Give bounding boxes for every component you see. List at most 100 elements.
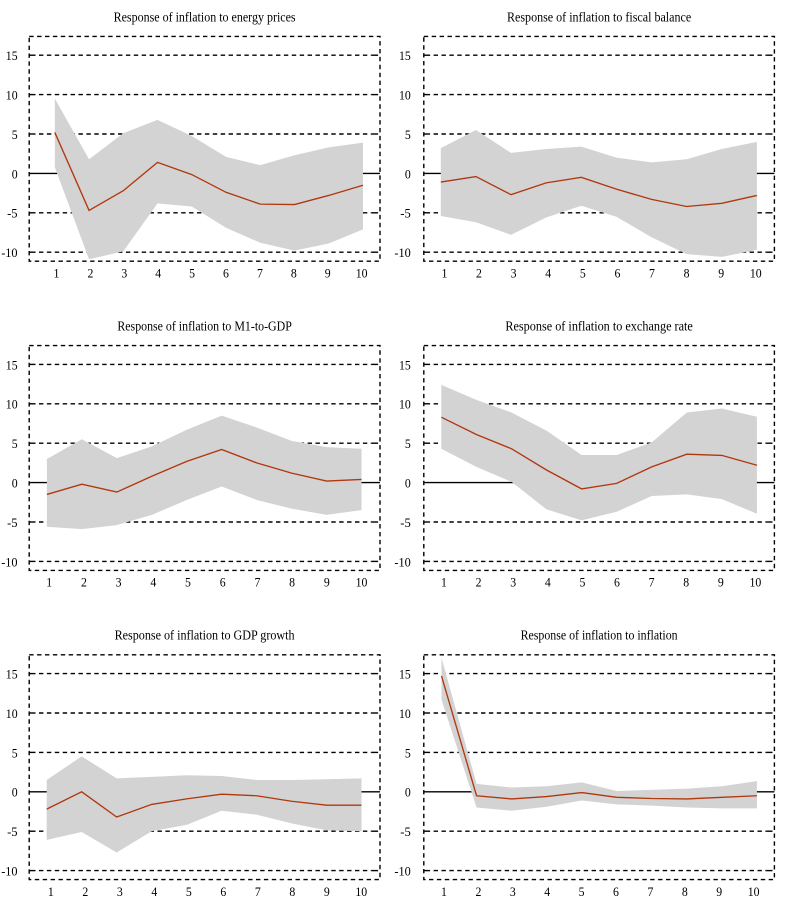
svg-text:10: 10 xyxy=(356,575,368,590)
svg-text:15: 15 xyxy=(6,667,18,682)
svg-text:-5: -5 xyxy=(7,206,18,221)
svg-text:0: 0 xyxy=(12,476,18,491)
svg-text:-5: -5 xyxy=(7,515,18,530)
svg-text:-10: -10 xyxy=(1,864,17,879)
svg-text:6: 6 xyxy=(614,265,620,280)
svg-text:10: 10 xyxy=(750,575,762,590)
svg-text:4: 4 xyxy=(150,575,156,590)
svg-text:2: 2 xyxy=(87,265,93,280)
svg-text:8: 8 xyxy=(682,884,688,899)
svg-text:15: 15 xyxy=(6,357,18,372)
svg-text:5: 5 xyxy=(186,884,192,899)
svg-text:2: 2 xyxy=(475,884,481,899)
svg-text:4: 4 xyxy=(151,884,157,899)
svg-text:10: 10 xyxy=(6,88,18,103)
svg-text:4: 4 xyxy=(545,265,551,280)
svg-text:0: 0 xyxy=(405,476,411,491)
svg-text:10: 10 xyxy=(399,706,411,721)
svg-text:8: 8 xyxy=(683,575,689,590)
svg-text:Response of inflation to fisca: Response of inflation to fiscal balance xyxy=(507,9,691,24)
svg-text:5: 5 xyxy=(579,575,585,590)
svg-text:1: 1 xyxy=(54,265,60,280)
svg-text:-10: -10 xyxy=(1,554,17,569)
svg-text:9: 9 xyxy=(324,575,330,590)
svg-text:9: 9 xyxy=(718,265,724,280)
svg-text:5: 5 xyxy=(580,265,586,280)
svg-text:3: 3 xyxy=(121,265,127,280)
svg-text:10: 10 xyxy=(399,397,411,412)
svg-text:9: 9 xyxy=(325,265,331,280)
svg-text:3: 3 xyxy=(510,575,516,590)
svg-text:1: 1 xyxy=(441,265,447,280)
svg-text:5: 5 xyxy=(189,265,195,280)
svg-text:10: 10 xyxy=(750,265,762,280)
svg-text:-10: -10 xyxy=(394,245,410,260)
svg-text:10: 10 xyxy=(6,397,18,412)
svg-text:7: 7 xyxy=(255,884,261,899)
svg-text:5: 5 xyxy=(405,127,411,142)
svg-text:8: 8 xyxy=(684,265,690,280)
svg-text:7: 7 xyxy=(649,265,655,280)
svg-text:Response of inflation to infla: Response of inflation to inflation xyxy=(521,628,678,643)
svg-text:1: 1 xyxy=(48,884,54,899)
svg-text:15: 15 xyxy=(399,357,411,372)
svg-text:10: 10 xyxy=(748,884,760,899)
svg-text:5: 5 xyxy=(12,745,18,760)
svg-text:1: 1 xyxy=(441,575,447,590)
svg-text:Response of inflation to M1-to: Response of inflation to M1-to-GDP xyxy=(117,319,292,334)
svg-text:6: 6 xyxy=(614,575,620,590)
svg-text:6: 6 xyxy=(220,575,226,590)
svg-text:10: 10 xyxy=(6,706,18,721)
svg-text:4: 4 xyxy=(545,575,551,590)
svg-text:-10: -10 xyxy=(394,554,410,569)
svg-text:5: 5 xyxy=(185,575,191,590)
svg-text:15: 15 xyxy=(399,48,411,63)
svg-text:8: 8 xyxy=(291,265,297,280)
svg-text:3: 3 xyxy=(510,884,516,899)
svg-text:Response of inflation to excha: Response of inflation to exchange rate xyxy=(505,319,692,334)
svg-text:10: 10 xyxy=(399,88,411,103)
svg-text:2: 2 xyxy=(476,265,482,280)
svg-text:7: 7 xyxy=(254,575,260,590)
svg-text:2: 2 xyxy=(476,575,482,590)
svg-text:5: 5 xyxy=(579,884,585,899)
svg-text:0: 0 xyxy=(405,785,411,800)
svg-text:10: 10 xyxy=(355,884,367,899)
svg-text:15: 15 xyxy=(6,48,18,63)
svg-text:Response of inflation to GDP g: Response of inflation to GDP growth xyxy=(115,628,295,643)
svg-text:-5: -5 xyxy=(400,206,411,221)
svg-text:15: 15 xyxy=(399,667,411,682)
svg-text:0: 0 xyxy=(12,166,18,181)
svg-text:3: 3 xyxy=(116,575,122,590)
svg-text:5: 5 xyxy=(12,127,18,142)
svg-text:7: 7 xyxy=(649,575,655,590)
svg-text:-5: -5 xyxy=(7,824,18,839)
svg-text:3: 3 xyxy=(511,265,517,280)
svg-text:4: 4 xyxy=(544,884,550,899)
svg-text:5: 5 xyxy=(405,436,411,451)
svg-text:6: 6 xyxy=(220,884,226,899)
svg-text:1: 1 xyxy=(441,884,447,899)
svg-text:0: 0 xyxy=(12,785,18,800)
svg-text:10: 10 xyxy=(356,265,368,280)
svg-text:8: 8 xyxy=(289,884,295,899)
svg-text:7: 7 xyxy=(647,884,653,899)
svg-text:1: 1 xyxy=(46,575,52,590)
svg-text:3: 3 xyxy=(117,884,123,899)
svg-text:8: 8 xyxy=(289,575,295,590)
svg-text:6: 6 xyxy=(613,884,619,899)
svg-text:9: 9 xyxy=(324,884,330,899)
svg-text:0: 0 xyxy=(405,166,411,181)
svg-text:4: 4 xyxy=(155,265,161,280)
svg-text:9: 9 xyxy=(718,575,724,590)
svg-text:-10: -10 xyxy=(1,245,17,260)
svg-text:-5: -5 xyxy=(400,824,411,839)
svg-text:-10: -10 xyxy=(394,864,410,879)
svg-text:5: 5 xyxy=(12,436,18,451)
svg-text:9: 9 xyxy=(716,884,722,899)
svg-text:2: 2 xyxy=(81,575,87,590)
svg-text:2: 2 xyxy=(82,884,88,899)
svg-text:5: 5 xyxy=(405,745,411,760)
svg-text:6: 6 xyxy=(223,265,229,280)
svg-text:Response of inflation to energ: Response of inflation to energy prices xyxy=(114,9,296,24)
